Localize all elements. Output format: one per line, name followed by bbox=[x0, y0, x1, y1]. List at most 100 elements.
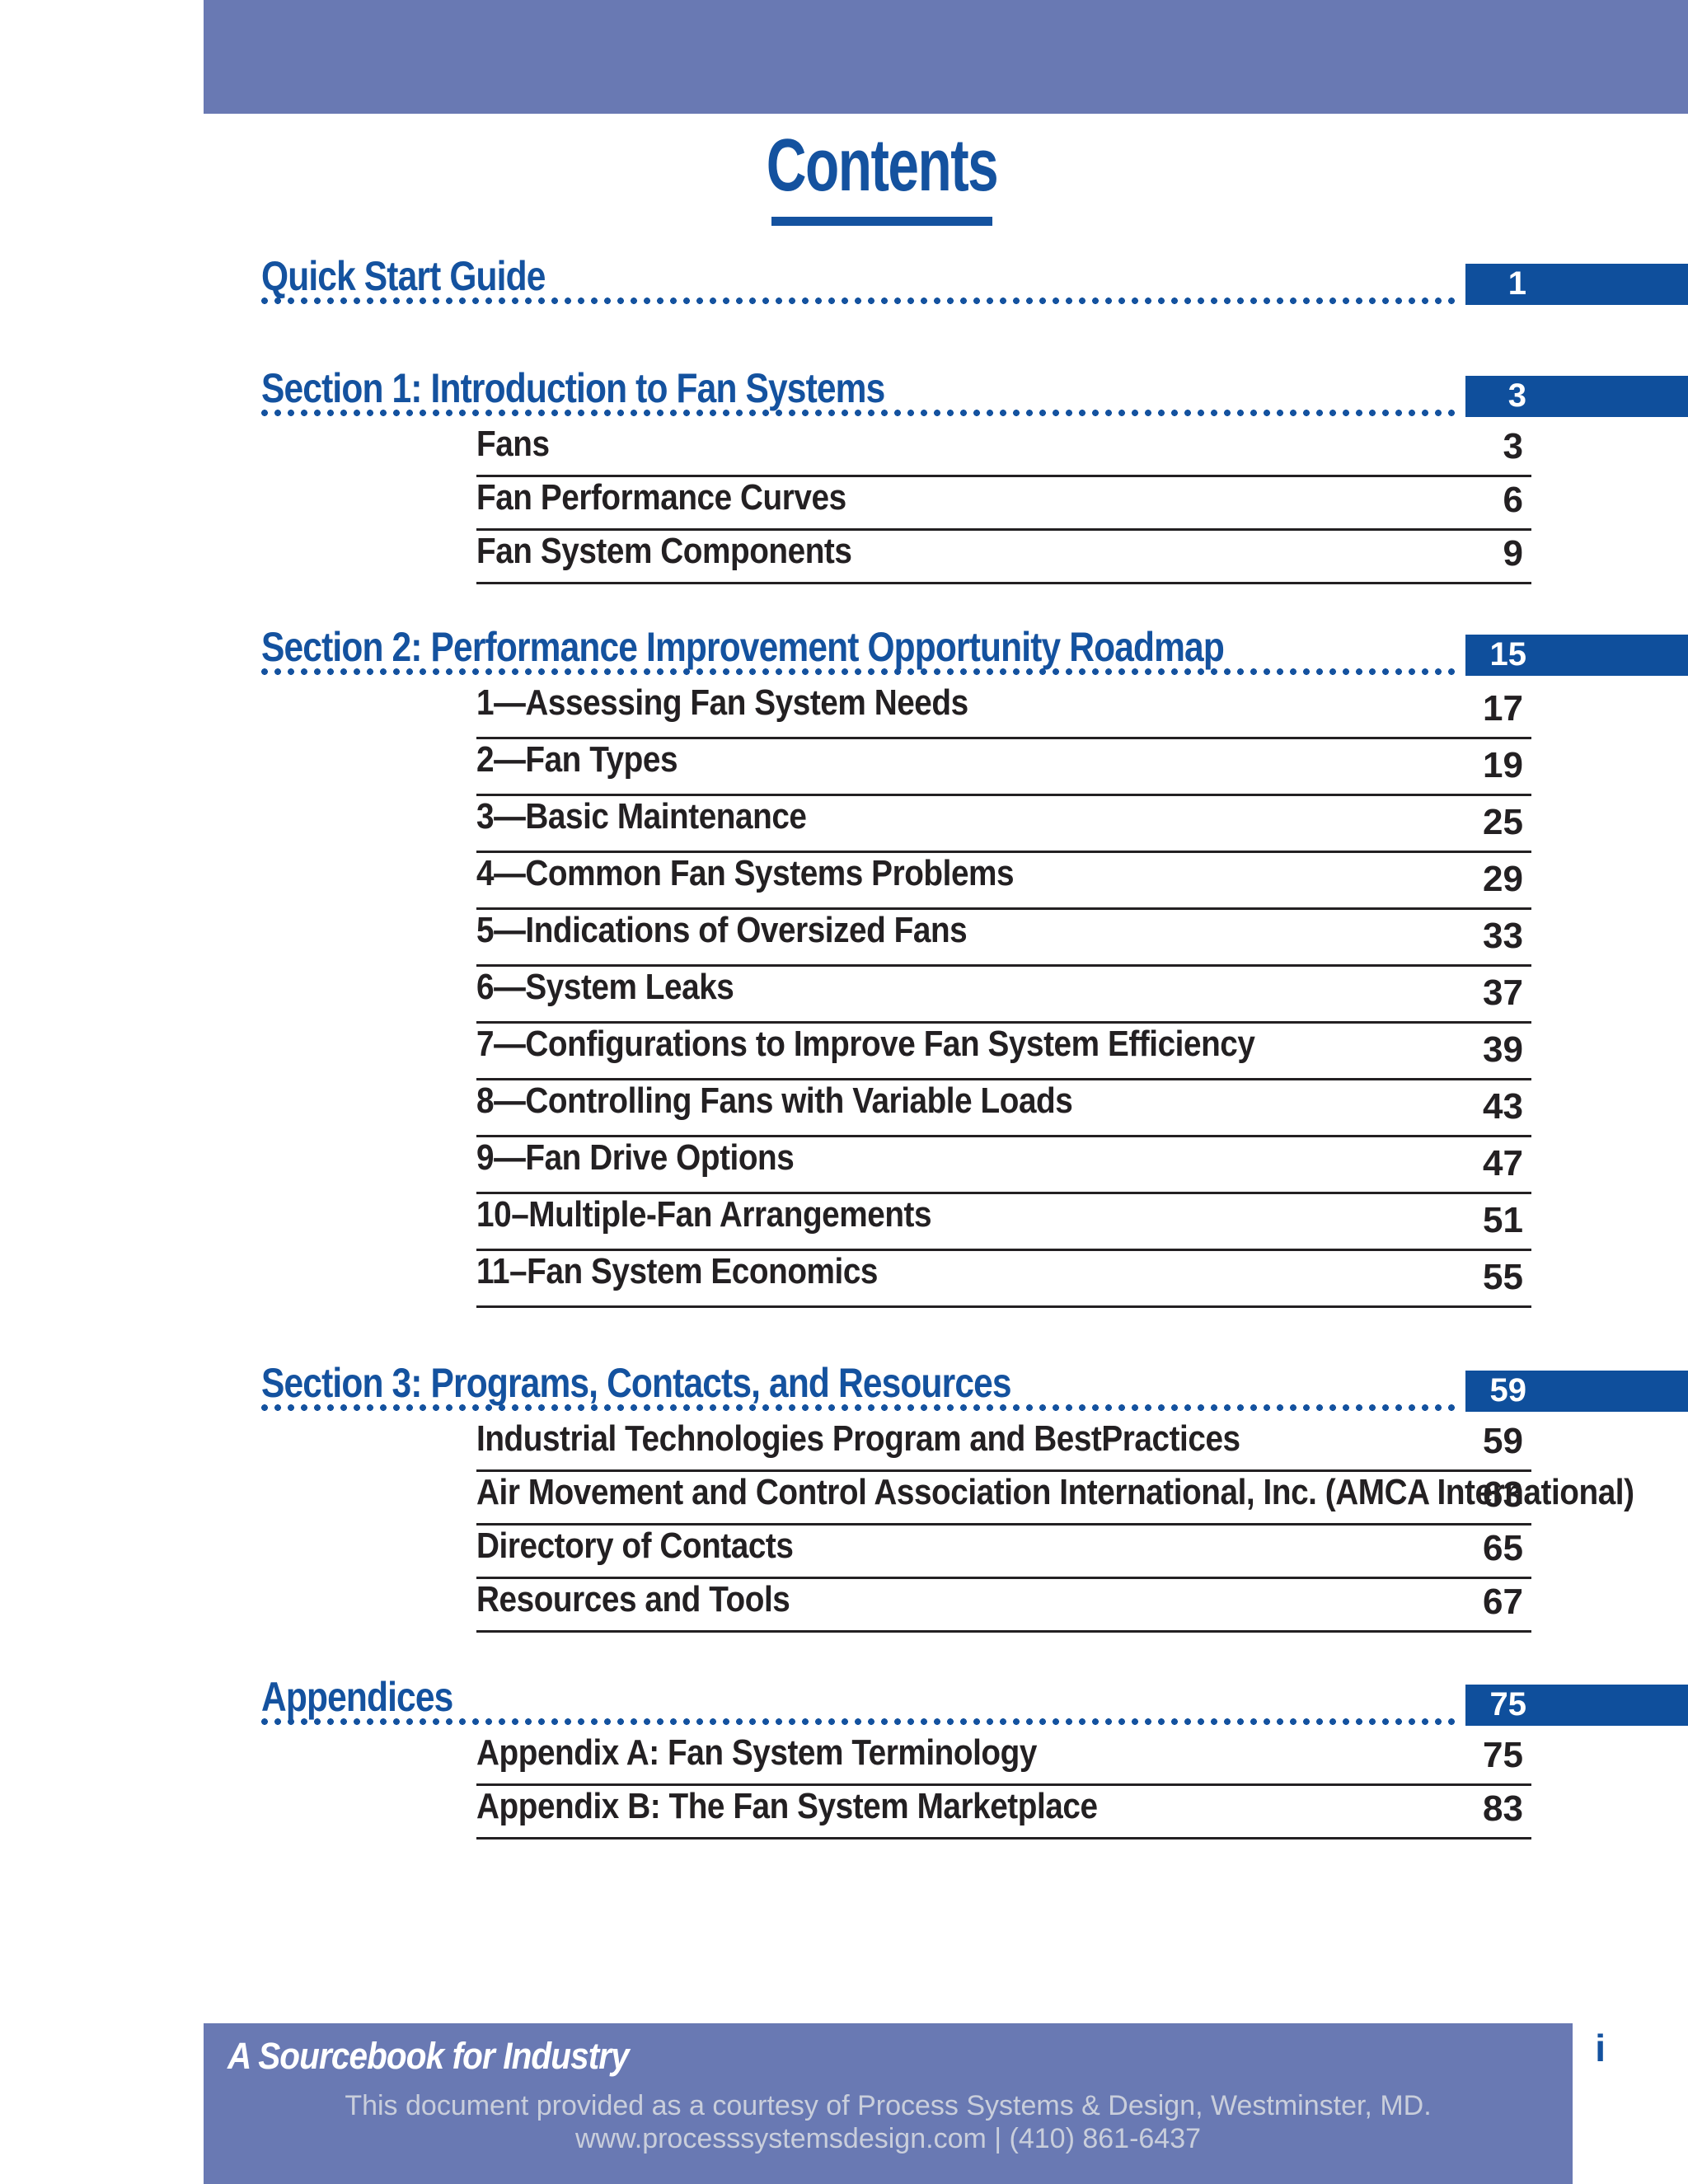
toc-item: 1—Assessing Fan System Needs 17 bbox=[476, 682, 1531, 739]
toc-item-page-number: 67 bbox=[1483, 1582, 1523, 1622]
toc-item-page-number: 29 bbox=[1483, 859, 1523, 899]
toc-item-page-number: 6 bbox=[1503, 480, 1523, 520]
toc-section: Quick Start Guide 1 bbox=[261, 247, 1688, 312]
toc-item-label: 11–Fan System Economics bbox=[476, 1251, 879, 1291]
toc-item: 9—Fan Drive Options 47 bbox=[476, 1137, 1531, 1194]
toc-section-heading: Appendices 75 bbox=[261, 1668, 1688, 1732]
toc-item-label: Fan Performance Curves bbox=[476, 477, 846, 518]
toc-item-page-number: 19 bbox=[1483, 745, 1523, 785]
toc-item: Appendix A: Fan System Terminology 75 bbox=[476, 1732, 1531, 1786]
toc-item: Directory of Contacts 65 bbox=[476, 1526, 1531, 1579]
section-page-number: 3 bbox=[1507, 377, 1526, 415]
toc-section-items: Appendix A: Fan System Terminology 75 Ap… bbox=[261, 1732, 1688, 1840]
folio-page-number: i bbox=[1595, 2027, 1606, 2069]
footer-courtesy-line1: This document provided as a courtesy of … bbox=[345, 2090, 1432, 2121]
toc-item-label: 9—Fan Drive Options bbox=[476, 1137, 795, 1178]
toc-item-page-number: 65 bbox=[1483, 1528, 1523, 1568]
toc-item-label: 1—Assessing Fan System Needs bbox=[476, 682, 968, 723]
toc-item: Appendix B: The Fan System Marketplace 8… bbox=[476, 1786, 1531, 1840]
toc-item-label: Fans bbox=[476, 424, 550, 464]
toc-section-title: Section 3: Programs, Contacts, and Resou… bbox=[261, 1360, 1012, 1406]
toc-item-page-number: 51 bbox=[1483, 1200, 1523, 1240]
header-band bbox=[204, 0, 1688, 114]
toc-item-page-number: 55 bbox=[1483, 1257, 1523, 1297]
toc-item-label: Resources and Tools bbox=[476, 1579, 790, 1619]
footer-courtesy-line2: www.processsystemsdesign.com | (410) 861… bbox=[574, 2123, 1202, 2154]
toc-item-label: Air Movement and Control Association Int… bbox=[476, 1472, 1634, 1512]
section-page-number-box: 1 bbox=[1465, 264, 1688, 305]
toc-item: Fans 3 bbox=[476, 424, 1531, 477]
toc-item-label: 5—Indications of Oversized Fans bbox=[476, 910, 968, 950]
dotted-leader bbox=[261, 297, 1456, 305]
toc-section-heading: Section 3: Programs, Contacts, and Resou… bbox=[261, 1354, 1688, 1418]
toc-section-items: 1—Assessing Fan System Needs 17 2—Fan Ty… bbox=[261, 682, 1688, 1308]
toc-item-label: Industrial Technologies Program and Best… bbox=[476, 1418, 1240, 1459]
section-page-number: 59 bbox=[1489, 1372, 1527, 1409]
toc-item: 6—System Leaks 37 bbox=[476, 967, 1531, 1024]
toc-item-page-number: 63 bbox=[1483, 1474, 1523, 1515]
toc-item-label: 6—System Leaks bbox=[476, 967, 734, 1007]
section-page-number-box: 59 bbox=[1465, 1371, 1688, 1412]
toc-section-items: Industrial Technologies Program and Best… bbox=[261, 1418, 1688, 1633]
dotted-leader bbox=[261, 1404, 1456, 1412]
dotted-leader bbox=[261, 409, 1456, 417]
toc-item-label: 3—Basic Maintenance bbox=[476, 796, 807, 837]
toc-item-page-number: 75 bbox=[1483, 1735, 1523, 1775]
toc-item: 4—Common Fan Systems Problems 29 bbox=[476, 853, 1531, 910]
toc-item: 7—Configurations to Improve Fan System E… bbox=[476, 1024, 1531, 1080]
toc-item-page-number: 39 bbox=[1483, 1029, 1523, 1070]
toc-item-label: Directory of Contacts bbox=[476, 1526, 794, 1566]
toc-item: 11–Fan System Economics 55 bbox=[476, 1251, 1531, 1308]
toc-item: 5—Indications of Oversized Fans 33 bbox=[476, 910, 1531, 967]
toc-section: Appendices 75 Appendix A: Fan System Ter… bbox=[261, 1668, 1688, 1840]
toc-item: 10–Multiple-Fan Arrangements 51 bbox=[476, 1194, 1531, 1251]
toc-item-label: 2—Fan Types bbox=[476, 739, 678, 780]
toc-section-title: Appendices bbox=[261, 1674, 453, 1720]
toc-item: Fan System Components 9 bbox=[476, 531, 1531, 584]
toc-item: Fan Performance Curves 6 bbox=[476, 477, 1531, 531]
toc-item-page-number: 43 bbox=[1483, 1086, 1523, 1127]
toc-item: 2—Fan Types 19 bbox=[476, 739, 1531, 796]
toc-item: 3—Basic Maintenance 25 bbox=[476, 796, 1531, 853]
footer-band: A Sourcebook for Industry This document … bbox=[204, 2023, 1573, 2184]
toc-item-label: 10–Multiple-Fan Arrangements bbox=[476, 1194, 932, 1235]
toc-section-title: Section 2: Performance Improvement Oppor… bbox=[261, 624, 1225, 670]
toc-item-page-number: 9 bbox=[1503, 533, 1523, 574]
page-title-wrap: Contents bbox=[0, 129, 1688, 226]
toc-item-label: 4—Common Fan Systems Problems bbox=[476, 853, 1015, 893]
toc-item-page-number: 59 bbox=[1483, 1421, 1523, 1461]
toc-item-label: 8—Controlling Fans with Variable Loads bbox=[476, 1080, 1073, 1121]
toc-item-page-number: 37 bbox=[1483, 972, 1523, 1013]
toc-item: Air Movement and Control Association Int… bbox=[476, 1472, 1634, 1526]
section-page-number-box: 3 bbox=[1465, 376, 1688, 417]
section-page-number-box: 75 bbox=[1465, 1685, 1688, 1726]
section-page-number: 15 bbox=[1489, 636, 1527, 673]
toc-item-label: Appendix A: Fan System Terminology bbox=[476, 1732, 1037, 1773]
toc-item-page-number: 33 bbox=[1483, 916, 1523, 956]
toc-item-page-number: 3 bbox=[1503, 426, 1523, 466]
toc-section-items: Fans 3 Fan Performance Curves 6 Fan Syst… bbox=[261, 424, 1688, 584]
dotted-leader bbox=[261, 668, 1456, 676]
toc-section-title: Section 1: Introduction to Fan Systems bbox=[261, 365, 885, 411]
footer-courtesy-text: This document provided as a courtesy of … bbox=[204, 2089, 1573, 2155]
toc-section: Section 2: Performance Improvement Oppor… bbox=[261, 618, 1688, 1308]
toc-item-label: Appendix B: The Fan System Marketplace bbox=[476, 1786, 1098, 1826]
page-title-block: Contents bbox=[728, 129, 1036, 226]
footer-tagline: A Sourcebook for Industry bbox=[227, 2035, 630, 2077]
section-page-number-box: 15 bbox=[1465, 635, 1688, 676]
toc-section-heading: Section 2: Performance Improvement Oppor… bbox=[261, 618, 1688, 682]
toc-section-heading: Quick Start Guide 1 bbox=[261, 247, 1688, 312]
table-of-contents: Quick Start Guide 1 Section 1: Introduct… bbox=[261, 247, 1688, 1840]
toc-item: Resources and Tools 67 bbox=[476, 1579, 1531, 1633]
toc-item-page-number: 25 bbox=[1483, 802, 1523, 842]
dotted-leader bbox=[261, 1718, 1456, 1726]
toc-item-page-number: 83 bbox=[1483, 1788, 1523, 1829]
toc-item-label: Fan System Components bbox=[476, 531, 852, 571]
toc-section-title: Quick Start Guide bbox=[261, 253, 546, 299]
toc-item-page-number: 17 bbox=[1483, 688, 1523, 729]
toc-section-heading: Section 1: Introduction to Fan Systems 3 bbox=[261, 359, 1688, 424]
section-page-number: 1 bbox=[1507, 265, 1526, 302]
toc-section: Section 3: Programs, Contacts, and Resou… bbox=[261, 1354, 1688, 1633]
page-title: Contents bbox=[766, 124, 999, 207]
